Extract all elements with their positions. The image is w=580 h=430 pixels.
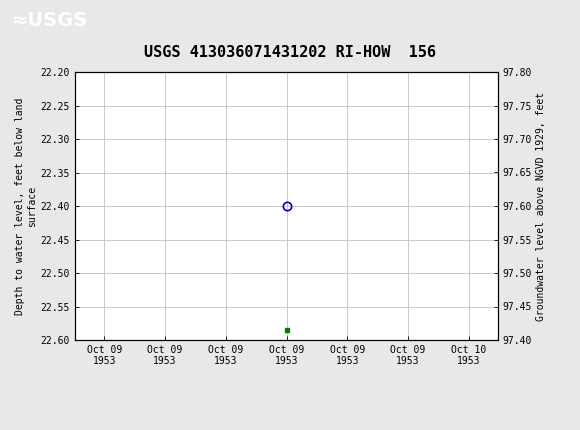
Text: USGS 413036071431202 RI-HOW  156: USGS 413036071431202 RI-HOW 156	[144, 45, 436, 60]
Y-axis label: Depth to water level, feet below land
surface: Depth to water level, feet below land su…	[15, 97, 37, 315]
Text: ≈USGS: ≈USGS	[12, 10, 88, 30]
Y-axis label: Groundwater level above NGVD 1929, feet: Groundwater level above NGVD 1929, feet	[536, 92, 546, 320]
